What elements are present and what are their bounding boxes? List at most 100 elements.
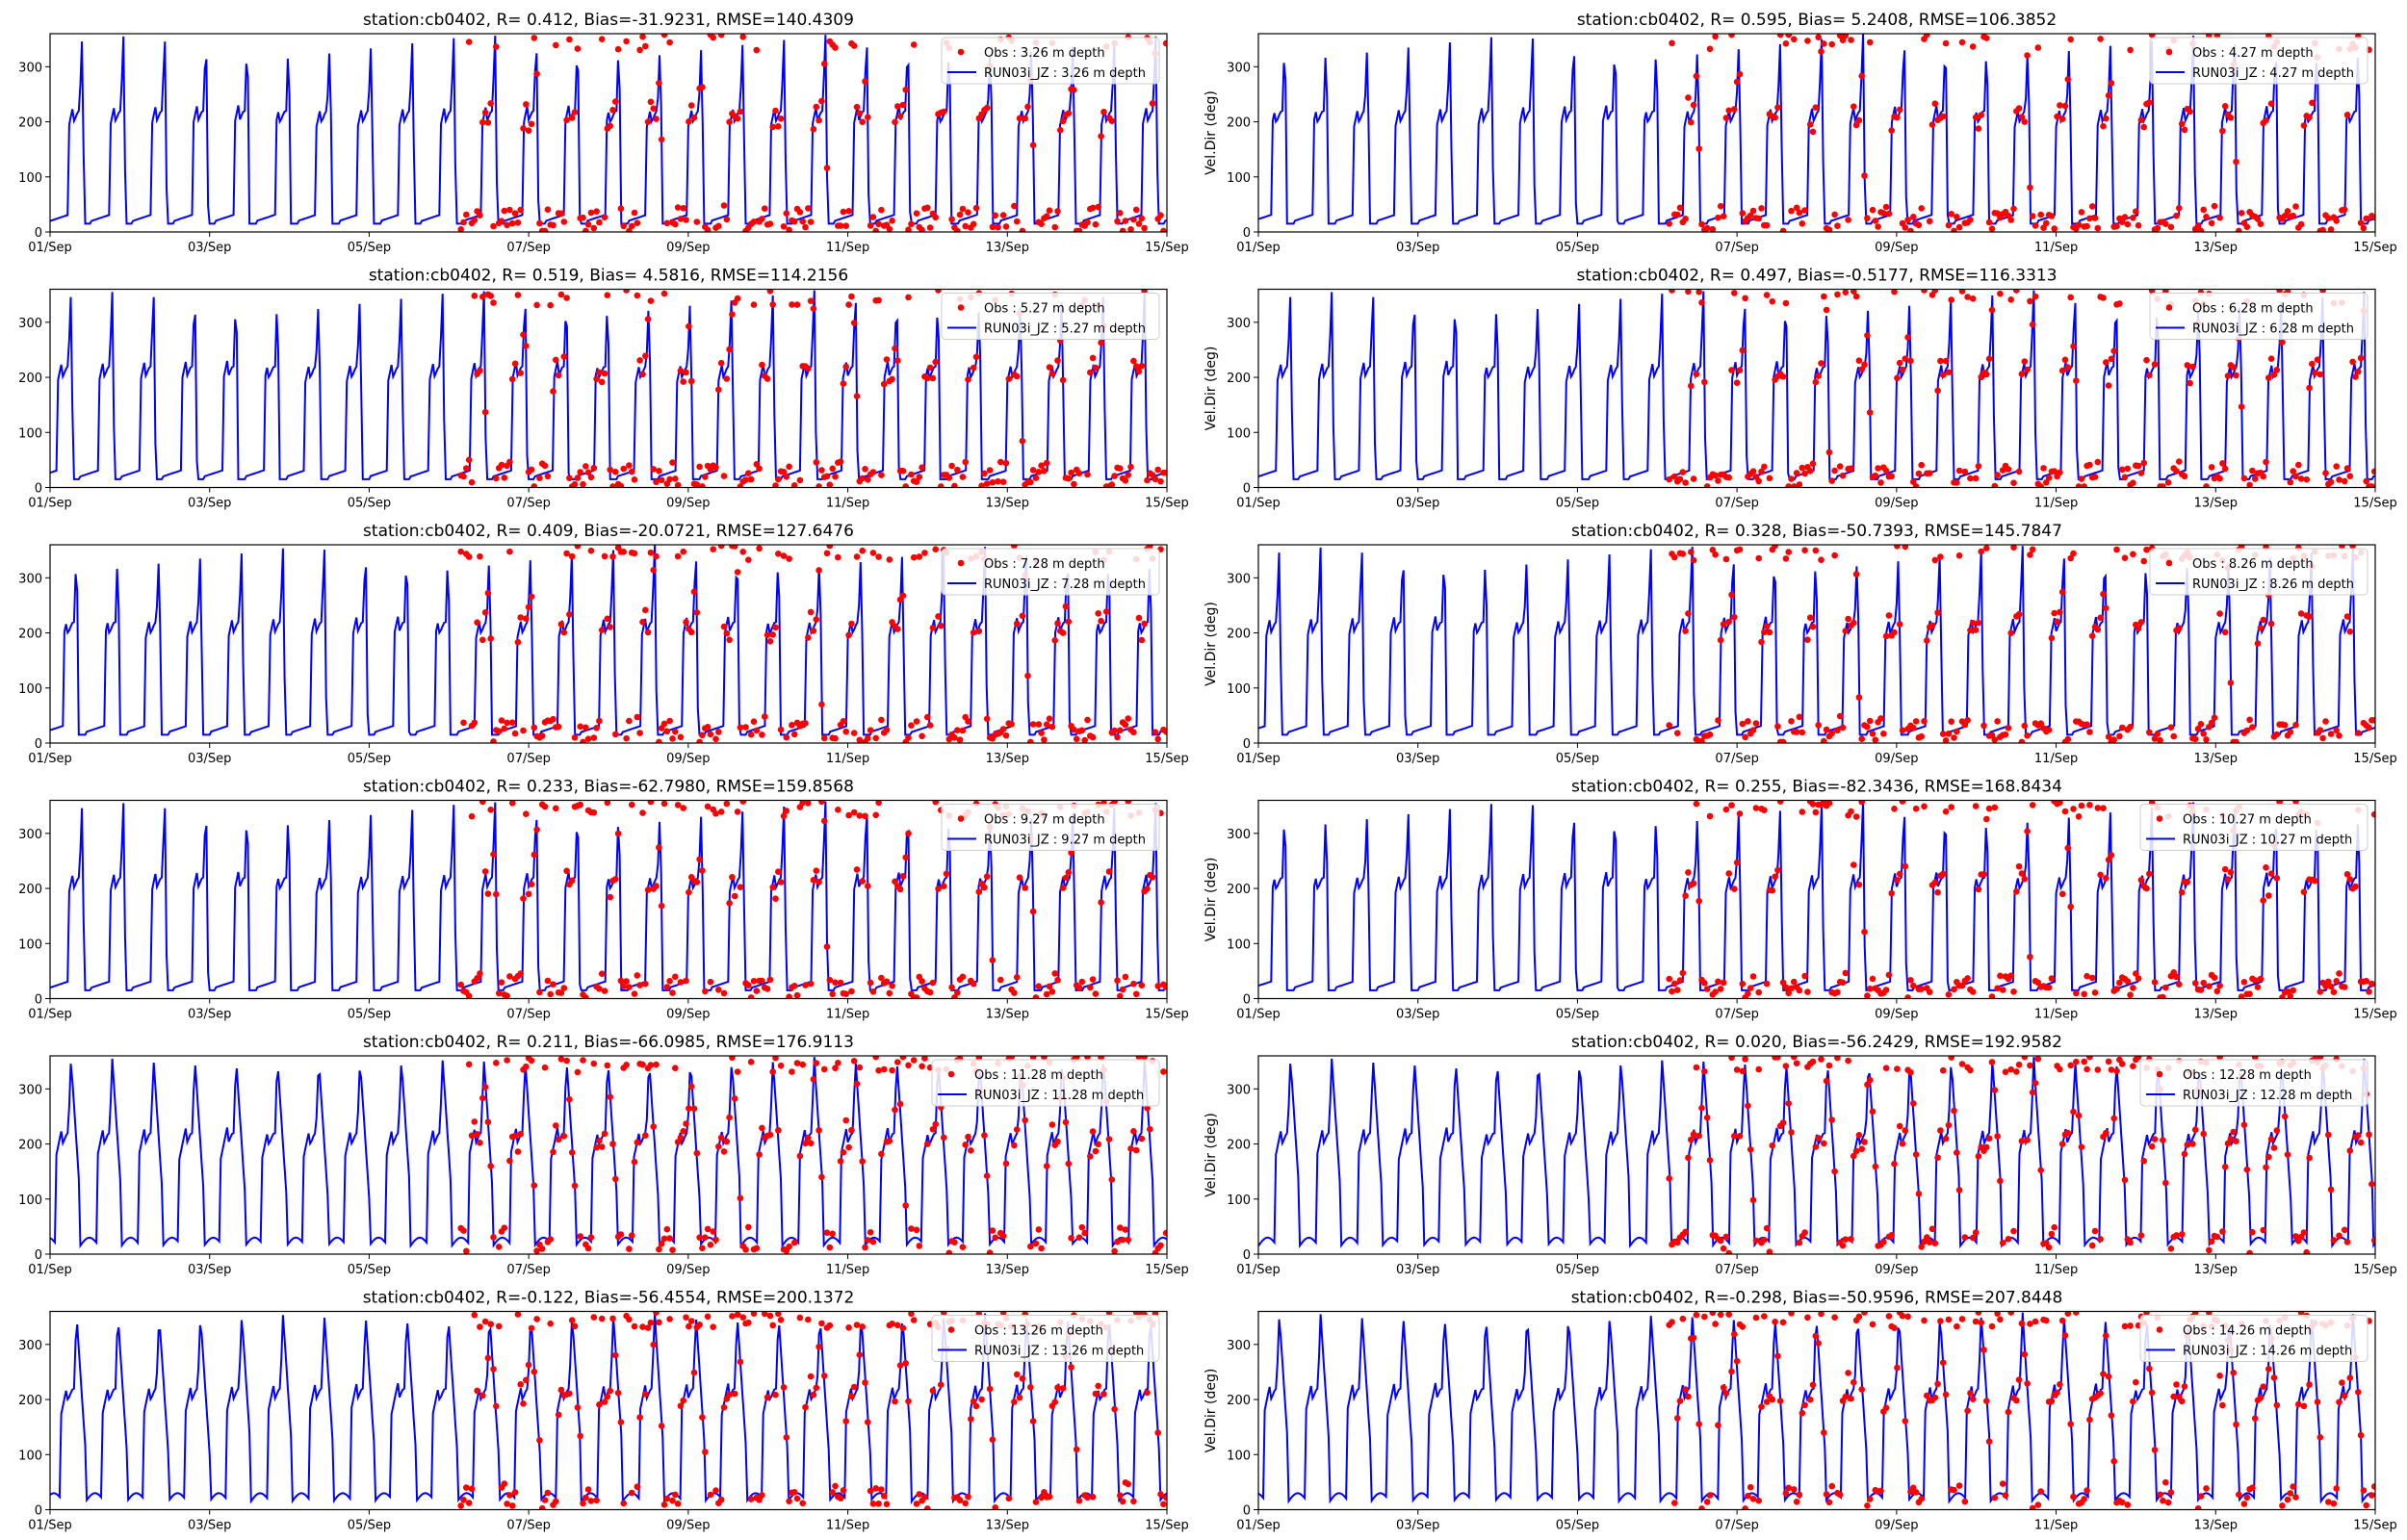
obs-point <box>796 1314 804 1322</box>
obs-point <box>2081 1496 2087 1502</box>
obs-point <box>1024 103 1031 111</box>
obs-point <box>1160 227 1167 232</box>
obs-point <box>2103 359 2109 366</box>
obs-point <box>2027 1062 2033 1069</box>
obs-point <box>1117 210 1124 217</box>
obs-point <box>1851 1378 1857 1386</box>
obs-point <box>531 35 538 41</box>
obs-point <box>1108 117 1116 124</box>
obs-point <box>1144 886 1151 892</box>
obs-point <box>2363 978 2369 985</box>
obs-point <box>905 1398 912 1405</box>
obs-point <box>511 1132 519 1140</box>
obs-point <box>886 556 893 563</box>
obs-point <box>2327 478 2335 486</box>
obs-point <box>848 293 855 300</box>
obs-point <box>889 375 895 383</box>
obs-point <box>1755 477 1762 485</box>
obs-point <box>623 978 630 985</box>
obs-point <box>805 634 812 641</box>
obs-point <box>1931 1394 1939 1401</box>
obs-point <box>626 984 633 990</box>
obs-point <box>1782 555 1790 562</box>
obs-point <box>677 1134 685 1142</box>
obs-point <box>723 375 731 382</box>
obs-point <box>653 883 660 889</box>
obs-point <box>820 1373 828 1379</box>
obs-point <box>2124 220 2132 228</box>
obs-point <box>1075 1234 1083 1241</box>
obs-point <box>853 553 861 560</box>
obs-point <box>663 1495 671 1502</box>
obs-point <box>1978 548 1984 555</box>
obs-point <box>872 734 879 742</box>
x-tick-label: 13/Sep <box>2194 1519 2238 1533</box>
obs-point <box>848 1126 855 1134</box>
obs-point <box>1988 306 1996 314</box>
obs-point <box>2363 477 2369 485</box>
obs-point <box>628 801 635 808</box>
obs-point <box>793 1060 801 1066</box>
obs-point <box>835 1060 841 1066</box>
obs-point <box>1733 78 1741 86</box>
obs-point <box>799 1500 806 1507</box>
legend-model-label: RUN03i_JZ : 3.26 m depth <box>984 66 1146 81</box>
panel-7: station:cb0402, R= 0.233, Bias=-62.7980,… <box>18 778 1189 1022</box>
obs-point <box>511 730 519 737</box>
x-tick-label: 15/Sep <box>1145 241 1188 255</box>
obs-point <box>1939 113 1947 120</box>
obs-point <box>1046 983 1053 990</box>
obs-point <box>702 474 709 480</box>
obs-point <box>726 1391 733 1399</box>
obs-point <box>477 1140 483 1146</box>
obs-point <box>2243 223 2251 230</box>
obs-point <box>932 1120 939 1128</box>
obs-point <box>2273 731 2281 738</box>
obs-point <box>2230 1369 2237 1376</box>
obs-point <box>2341 1392 2348 1399</box>
obs-point <box>2221 465 2229 473</box>
obs-point <box>2254 984 2262 990</box>
obs-point <box>1098 899 1104 906</box>
obs-point <box>2013 1068 2020 1075</box>
obs-point <box>653 1061 660 1068</box>
x-tick-label: 01/Sep <box>1236 241 1280 255</box>
obs-point <box>1851 103 1857 110</box>
obs-point <box>1896 870 1903 878</box>
obs-point <box>533 826 540 834</box>
obs-point <box>580 738 586 743</box>
obs-point <box>1059 376 1067 384</box>
obs-point <box>2173 212 2180 219</box>
obs-point <box>1752 1314 1760 1322</box>
obs-point <box>541 1497 549 1503</box>
obs-point <box>1739 1323 1747 1330</box>
x-tick-label: 07/Sep <box>1715 241 1758 255</box>
obs-point <box>2257 1394 2265 1401</box>
obs-point <box>642 980 649 988</box>
obs-point <box>916 1243 923 1249</box>
obs-point <box>571 480 579 488</box>
obs-point <box>609 553 616 560</box>
obs-point <box>919 226 925 232</box>
obs-point <box>1939 372 1947 378</box>
obs-point <box>596 218 603 226</box>
obs-point <box>474 975 480 982</box>
obs-point <box>660 800 668 808</box>
obs-point <box>954 727 961 733</box>
obs-point <box>2191 980 2199 987</box>
obs-point <box>867 979 874 987</box>
obs-point <box>872 1056 879 1061</box>
obs-point <box>883 978 891 986</box>
obs-point <box>729 311 736 318</box>
obs-point <box>683 619 689 626</box>
obs-point <box>1896 1122 1903 1130</box>
obs-point <box>620 465 627 473</box>
obs-point <box>1731 886 1738 892</box>
obs-point <box>1951 1486 1957 1494</box>
x-tick-label: 13/Sep <box>986 497 1029 511</box>
obs-point <box>2360 224 2368 232</box>
obs-point <box>1712 551 1719 558</box>
obs-point <box>1679 1315 1687 1322</box>
obs-point <box>2167 724 2175 731</box>
obs-point <box>460 1227 467 1234</box>
